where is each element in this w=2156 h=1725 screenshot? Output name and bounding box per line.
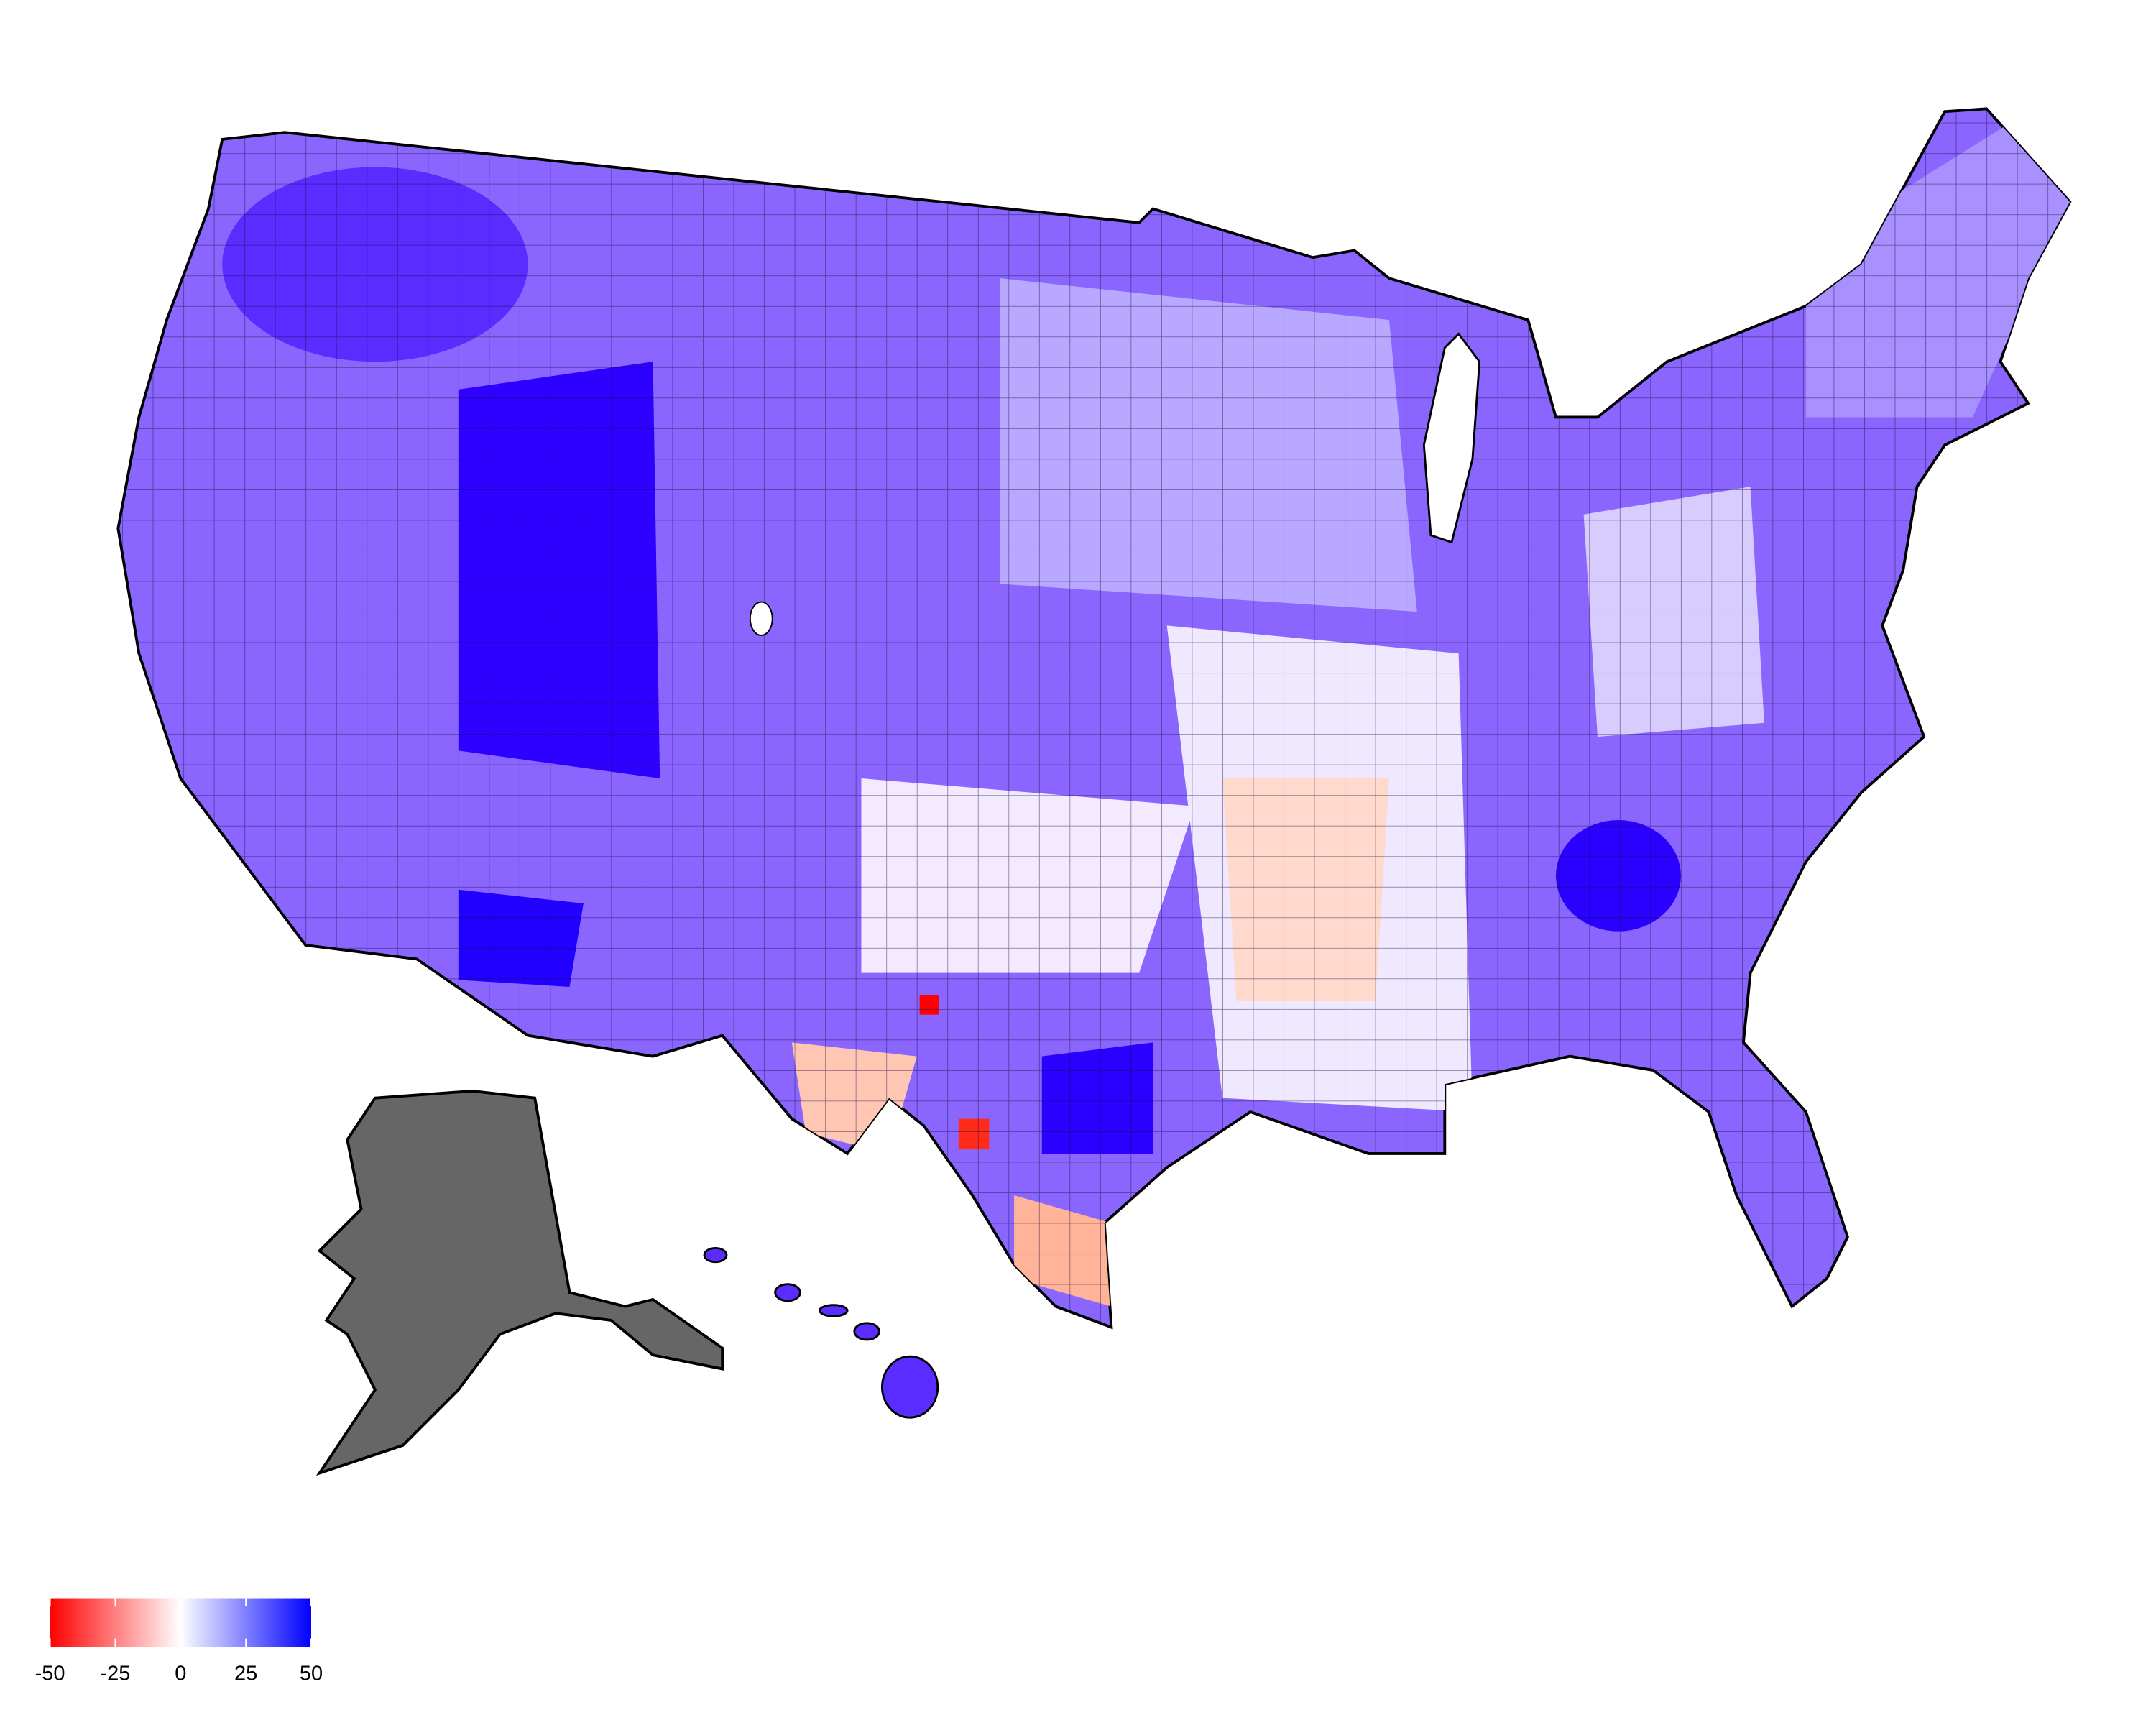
hawaii <box>703 1246 939 1419</box>
colorbar-tick-label: -25 <box>100 1662 130 1685</box>
hawaii-island <box>853 1322 881 1341</box>
lake-michigan <box>1422 332 1481 544</box>
hawaii-island <box>819 1304 849 1317</box>
colorbar-tick-label: 50 <box>300 1662 323 1685</box>
great-salt-lake <box>749 601 773 636</box>
hawaii-island <box>774 1283 801 1302</box>
colorbar-tick-label: 25 <box>234 1662 257 1685</box>
colorbar-tick-label: -50 <box>35 1662 65 1685</box>
hawaii-island <box>880 1355 939 1419</box>
hawaii-island <box>703 1246 728 1264</box>
alaska <box>315 1090 724 1476</box>
colorbar: -50 -25 0 25 50 <box>35 1598 323 1685</box>
colorbar-tick-label: 0 <box>175 1662 186 1685</box>
